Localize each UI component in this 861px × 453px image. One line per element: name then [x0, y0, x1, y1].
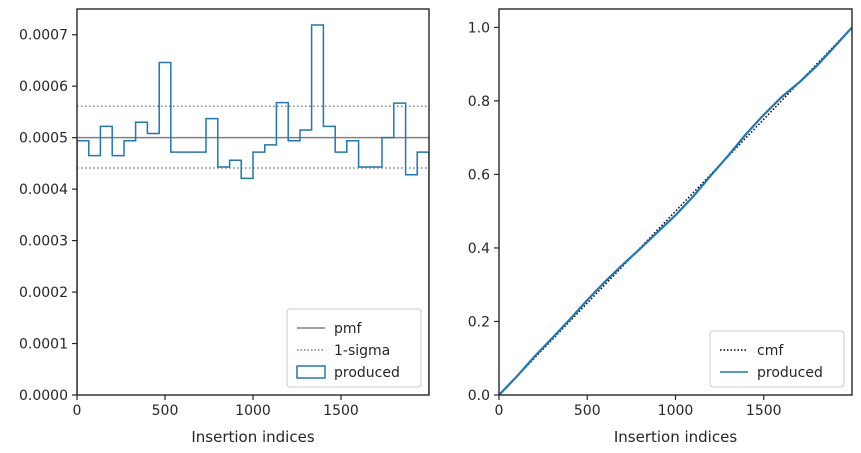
y-tick-label: 0.4	[468, 241, 490, 257]
y-tick-label: 0.0	[468, 388, 490, 404]
legend-handle-produced	[296, 365, 326, 379]
left-chart-panel: 0 500 1000 1500 0.0000 0.0001 0.0002 0.0003 0.00…	[19, 8, 430, 446]
plot-area	[77, 24, 429, 395]
legend-label-pmf: pmf	[334, 321, 363, 337]
y-tick-label: 0.0004	[19, 182, 68, 198]
x-tick-label: 500	[574, 403, 601, 419]
legend-box	[709, 330, 845, 388]
y-tick-label: 1.0	[468, 20, 490, 36]
legend-label-produced: produced	[334, 365, 400, 381]
y-tick-label: 0.0006	[19, 79, 68, 95]
y-tick-label: 0.0002	[19, 285, 68, 301]
x-tick-label: 0	[495, 403, 504, 419]
x-tick-label: 1500	[323, 403, 359, 419]
y-tick-label: 0.8	[468, 94, 490, 110]
right-chart-panel: 0 500 1000 1500 0.0 0.2 0.4 0.6 0.8 1.0 Insertion …	[468, 8, 853, 446]
y-tick-label: 0.0001	[19, 337, 68, 353]
legend-label-produced: produced	[757, 365, 823, 381]
y-tick-label: 0.0003	[19, 234, 68, 250]
y-tick-label: 0.6	[468, 167, 490, 183]
y-tick-label: 0.0000	[19, 388, 68, 404]
x-tick-label: 500	[152, 403, 179, 419]
y-tick-label: 0.0005	[19, 131, 68, 147]
x-tick-label: 1500	[746, 403, 782, 419]
legend-label-1-sigma: 1-sigma	[334, 343, 390, 359]
x-tick-label: 1000	[235, 403, 271, 419]
legend-label-cmf: cmf	[757, 343, 784, 359]
x-axis-label: Insertion indices	[191, 428, 314, 446]
produced-histogram	[77, 24, 429, 395]
legend: pmf 1-sigma produced	[286, 308, 422, 388]
plot-area	[499, 26, 852, 395]
y-tick-label: 0.2	[468, 314, 490, 330]
x-tick-label: 1000	[658, 403, 694, 419]
y-tick-label: 0.0007	[19, 28, 68, 44]
x-axis-label: Insertion indices	[614, 428, 737, 446]
produced-line	[499, 26, 852, 395]
x-tick-label: 0	[73, 403, 82, 419]
legend: cmf produced	[709, 330, 845, 388]
